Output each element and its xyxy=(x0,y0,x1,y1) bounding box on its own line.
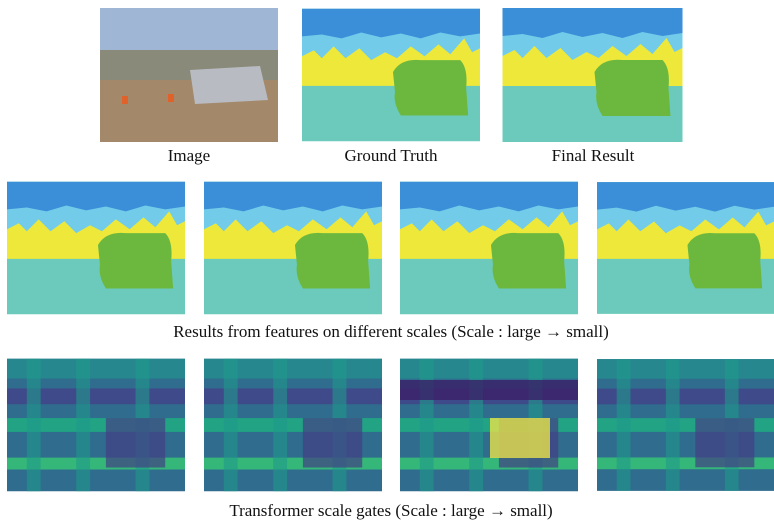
scale-result-map xyxy=(400,182,578,315)
gate-heatmap xyxy=(7,359,185,492)
scale-result-map xyxy=(7,182,185,315)
ground-truth-label: Ground Truth xyxy=(344,146,438,165)
heat-band xyxy=(400,380,578,400)
heat-highlight xyxy=(490,418,550,458)
image-label: Image xyxy=(168,146,210,165)
final-result-map xyxy=(503,8,683,142)
gate-heatmap xyxy=(400,359,578,492)
gate-heatmap xyxy=(597,359,774,491)
gate-caption: Transformer scale gates (Scale : large →… xyxy=(229,501,552,520)
scale-result-map xyxy=(597,182,774,314)
scale-caption: Results from features on different scale… xyxy=(173,322,609,341)
gate-heatmap xyxy=(204,359,382,492)
photo xyxy=(100,8,278,142)
final-result-label: Final Result xyxy=(552,146,635,165)
figure: Image Ground Truth Final Result Results … xyxy=(0,0,774,523)
ground-truth-map xyxy=(302,9,480,142)
scale-result-map xyxy=(204,182,382,315)
